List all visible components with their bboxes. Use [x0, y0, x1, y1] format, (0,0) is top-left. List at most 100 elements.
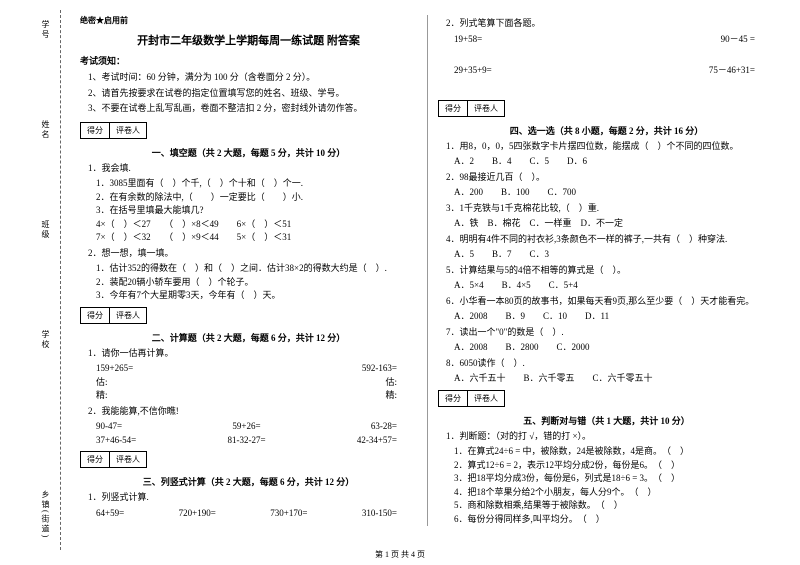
- s4-q5: 5．计算结果与5的4倍不相等的算式是（ ）。: [446, 264, 775, 278]
- bind-label-2: 学校: [40, 330, 51, 350]
- s4-q2a: A．200 B．100 C．700: [454, 186, 775, 200]
- s4-q3a: A．铁 B．棉花 C．一样重 D．不一定: [454, 217, 775, 231]
- column-right: 2．列式笔算下面各题。 19+58= 90－45 = 29+35+9= 75－4…: [428, 15, 785, 526]
- secret-label: 绝密★启用前: [80, 15, 417, 26]
- s2-q1d: 估:: [385, 376, 397, 390]
- s4-q2: 2．98最接近几百（ ）。: [446, 171, 775, 185]
- s5-q1-3: 3．把18平均分成3份，每份是6，列式是18÷6 = 3。 （ ）: [454, 472, 775, 486]
- s2-q2e: 81-32-27=: [227, 434, 265, 448]
- s4-q8a: A．六千五十 B．六千零五 C．六千零五十: [454, 372, 775, 386]
- s2-q2d: 37+46-54=: [96, 434, 136, 448]
- notice-head: 考试须知：: [80, 54, 417, 67]
- s1-q2-3: 3．今年有7个大星期零3天，今年有（ ）天。: [96, 289, 417, 303]
- s1-q1-1: 1．3085里面有（ ）个千,（ ）个十和（ ）个一.: [96, 177, 417, 191]
- score-label: 得分: [439, 391, 468, 406]
- s4-q4: 4．明明有4件不同的衬衣衫,3条颜色不一样的裤子,一共有（ ）种穿法.: [446, 233, 775, 247]
- s4-q7: 7．读出一个"0"的数是（ ）.: [446, 326, 775, 340]
- s2-q2-row2: 37+46-54= 81-32-27= 42-34+57=: [96, 434, 417, 448]
- s1-q1-3b: 7×（ ）＜32 （ ）×9＜44 5×（ ）＜31: [96, 231, 417, 245]
- page-footer: 第 1 页 共 4 页: [0, 549, 800, 560]
- binding-margin: 学号 姓名 班级 学校 乡镇(街道): [20, 10, 61, 550]
- s4-q3: 3．1千克铁与1千克棉花比较,（ ）重.: [446, 202, 775, 216]
- notice-2: 2、请首先按要求在试卷的指定位置填写您的姓名、班级、学号。: [88, 87, 417, 101]
- s2-q2f: 42-34+57=: [357, 434, 397, 448]
- column-left: 绝密★启用前 开封市二年级数学上学期每周一练试题 附答案 考试须知： 1、考试时…: [70, 15, 428, 526]
- score-box-1: 得分 评卷人: [80, 122, 147, 139]
- s3-q1: 1．列竖式计算.: [88, 491, 417, 505]
- s3b-row2: 29+35+9= 75－46+31=: [454, 64, 775, 78]
- s3-q1c: 730+170=: [270, 507, 307, 521]
- s3-row: 64+59= 720+190= 730+170= 310-150=: [96, 507, 417, 521]
- s4-q6a: A．2008 B．9 C．10 D．11: [454, 310, 775, 324]
- score-box-2: 得分 评卷人: [80, 307, 147, 324]
- s1-q2-2: 2．装配20辆小轿车要用（ ）个轮子。: [96, 276, 417, 290]
- s1-q1-3: 3．在括号里填最大能填几?: [96, 204, 417, 218]
- section-4-title: 四、选一选（共 8 小题，每题 2 分，共计 16 分）: [438, 124, 775, 137]
- s2-q2c: 63-28=: [371, 420, 397, 434]
- score-box-4: 得分 评卷人: [438, 100, 505, 117]
- s5-q1-5: 5．商和除数相乘,结果等于被除数。 （ ）: [454, 499, 775, 513]
- s2-q2b: 59+26=: [232, 420, 260, 434]
- s2-q1c: 估:: [96, 376, 108, 390]
- grader-label: 评卷人: [110, 123, 146, 138]
- bind-label-3: 班级: [40, 220, 51, 240]
- s1-q1-3a: 4×（ ）＜27 （ ）×8＜49 6×（ ）＜51: [96, 218, 417, 232]
- s4-q1: 1．用8，0，0，5四张数字卡片摆四位数，能摆成（ ）个不同的四位数。: [446, 140, 775, 154]
- s3-q1b: 720+190=: [179, 507, 216, 521]
- s4-q7a: A．2008 B．2800 C．2000: [454, 341, 775, 355]
- score-label: 得分: [439, 101, 468, 116]
- section-2-title: 二、计算题（共 2 大题，每题 6 分，共计 12 分）: [80, 331, 417, 344]
- bind-label-4: 姓名: [40, 120, 51, 140]
- s3-q1a: 64+59=: [96, 507, 124, 521]
- s2-q2: 2．我能能算,不信你瞧!: [88, 405, 417, 419]
- s5-q1-4: 4．把18个苹果分给2个小朋友，每人分9个。 （ ）: [454, 486, 775, 500]
- grader-label: 评卷人: [110, 452, 146, 467]
- score-box-5: 得分 评卷人: [438, 390, 505, 407]
- bind-label-5: 学号: [40, 20, 51, 40]
- s2-q1f: 精:: [385, 389, 397, 403]
- score-label: 得分: [81, 452, 110, 467]
- s4-q6: 6．小华看一本80页的故事书，如果每天看9页,那么至少要（ ）天才能看完。: [446, 295, 775, 309]
- s5-q1: 1．判断题：（对的打 √，错的打 ×）。: [446, 430, 775, 444]
- s2-row3: 精: 精:: [96, 389, 417, 403]
- s3b-q2c: 29+35+9=: [454, 64, 492, 78]
- s1-q1: 1．我会填.: [88, 162, 417, 176]
- s5-q1-1: 1．在算式24÷6 = 中，被除数，24是被除数，4是商。 （ ）: [454, 445, 775, 459]
- s2-q2a: 90-47=: [96, 420, 122, 434]
- s3-q1d: 310-150=: [362, 507, 397, 521]
- s3b-q2: 2．列式笔算下面各题。: [446, 17, 775, 31]
- s2-q1a: 159+265=: [96, 362, 133, 376]
- s4-q1a: A．2 B．4 C．5 D．6: [454, 155, 775, 169]
- s2-q1e: 精:: [96, 389, 108, 403]
- s4-q5a: A．5×4 B．4×5 C．5+4: [454, 279, 775, 293]
- section-3-title: 三、列竖式计算（共 2 大题，每题 6 分，共计 12 分）: [80, 475, 417, 488]
- score-box-3: 得分 评卷人: [80, 451, 147, 468]
- notice-3: 3、不要在试卷上乱写乱画，卷面不整洁扣 2 分，密封线外请勿作答。: [88, 102, 417, 116]
- s2-q1b: 592-163=: [362, 362, 397, 376]
- exam-title: 开封市二年级数学上学期每周一练试题 附答案: [80, 32, 417, 48]
- grader-label: 评卷人: [110, 308, 146, 323]
- grader-label: 评卷人: [468, 391, 504, 406]
- s4-q8: 8．6050读作（ ）.: [446, 357, 775, 371]
- s1-q2: 2．想一想，填一填。: [88, 247, 417, 261]
- score-label: 得分: [81, 123, 110, 138]
- s2-q2-row1: 90-47= 59+26= 63-28=: [96, 420, 417, 434]
- s2-row1: 159+265= 592-163=: [96, 362, 417, 376]
- section-5-title: 五、判断对与错（共 1 大题，共计 10 分）: [438, 414, 775, 427]
- s4-q4a: A．5 B．7 C．3: [454, 248, 775, 262]
- score-label: 得分: [81, 308, 110, 323]
- s3b-q2a: 19+58=: [454, 33, 482, 47]
- s2-q1: 1．请你一估再计算。: [88, 347, 417, 361]
- s1-q1-2: 2．在有余数的除法中,（ ）一定要比（ ）小.: [96, 191, 417, 205]
- s3b-q2b: 90－45 =: [721, 33, 755, 47]
- s2-row2: 估: 估:: [96, 376, 417, 390]
- section-1-title: 一、填空题（共 2 大题，每题 5 分，共计 10 分）: [80, 146, 417, 159]
- grader-label: 评卷人: [468, 101, 504, 116]
- s3b-row1: 19+58= 90－45 =: [454, 33, 775, 47]
- notice-1: 1、考试时间：60 分钟，满分为 100 分（含卷面分 2 分）。: [88, 71, 417, 85]
- s1-q2-1: 1．估计352的得数在（ ）和（ ）之间．估计38×2的得数大约是（ ）.: [96, 262, 417, 276]
- page-content: 绝密★启用前 开封市二年级数学上学期每周一练试题 附答案 考试须知： 1、考试时…: [70, 15, 785, 526]
- bind-label-1: 乡镇(街道): [40, 490, 51, 539]
- s5-q1-2: 2．算式12÷6 = 2，表示12平均分成2份，每份是6。 （ ）: [454, 459, 775, 473]
- s3b-q2d: 75－46+31=: [709, 64, 755, 78]
